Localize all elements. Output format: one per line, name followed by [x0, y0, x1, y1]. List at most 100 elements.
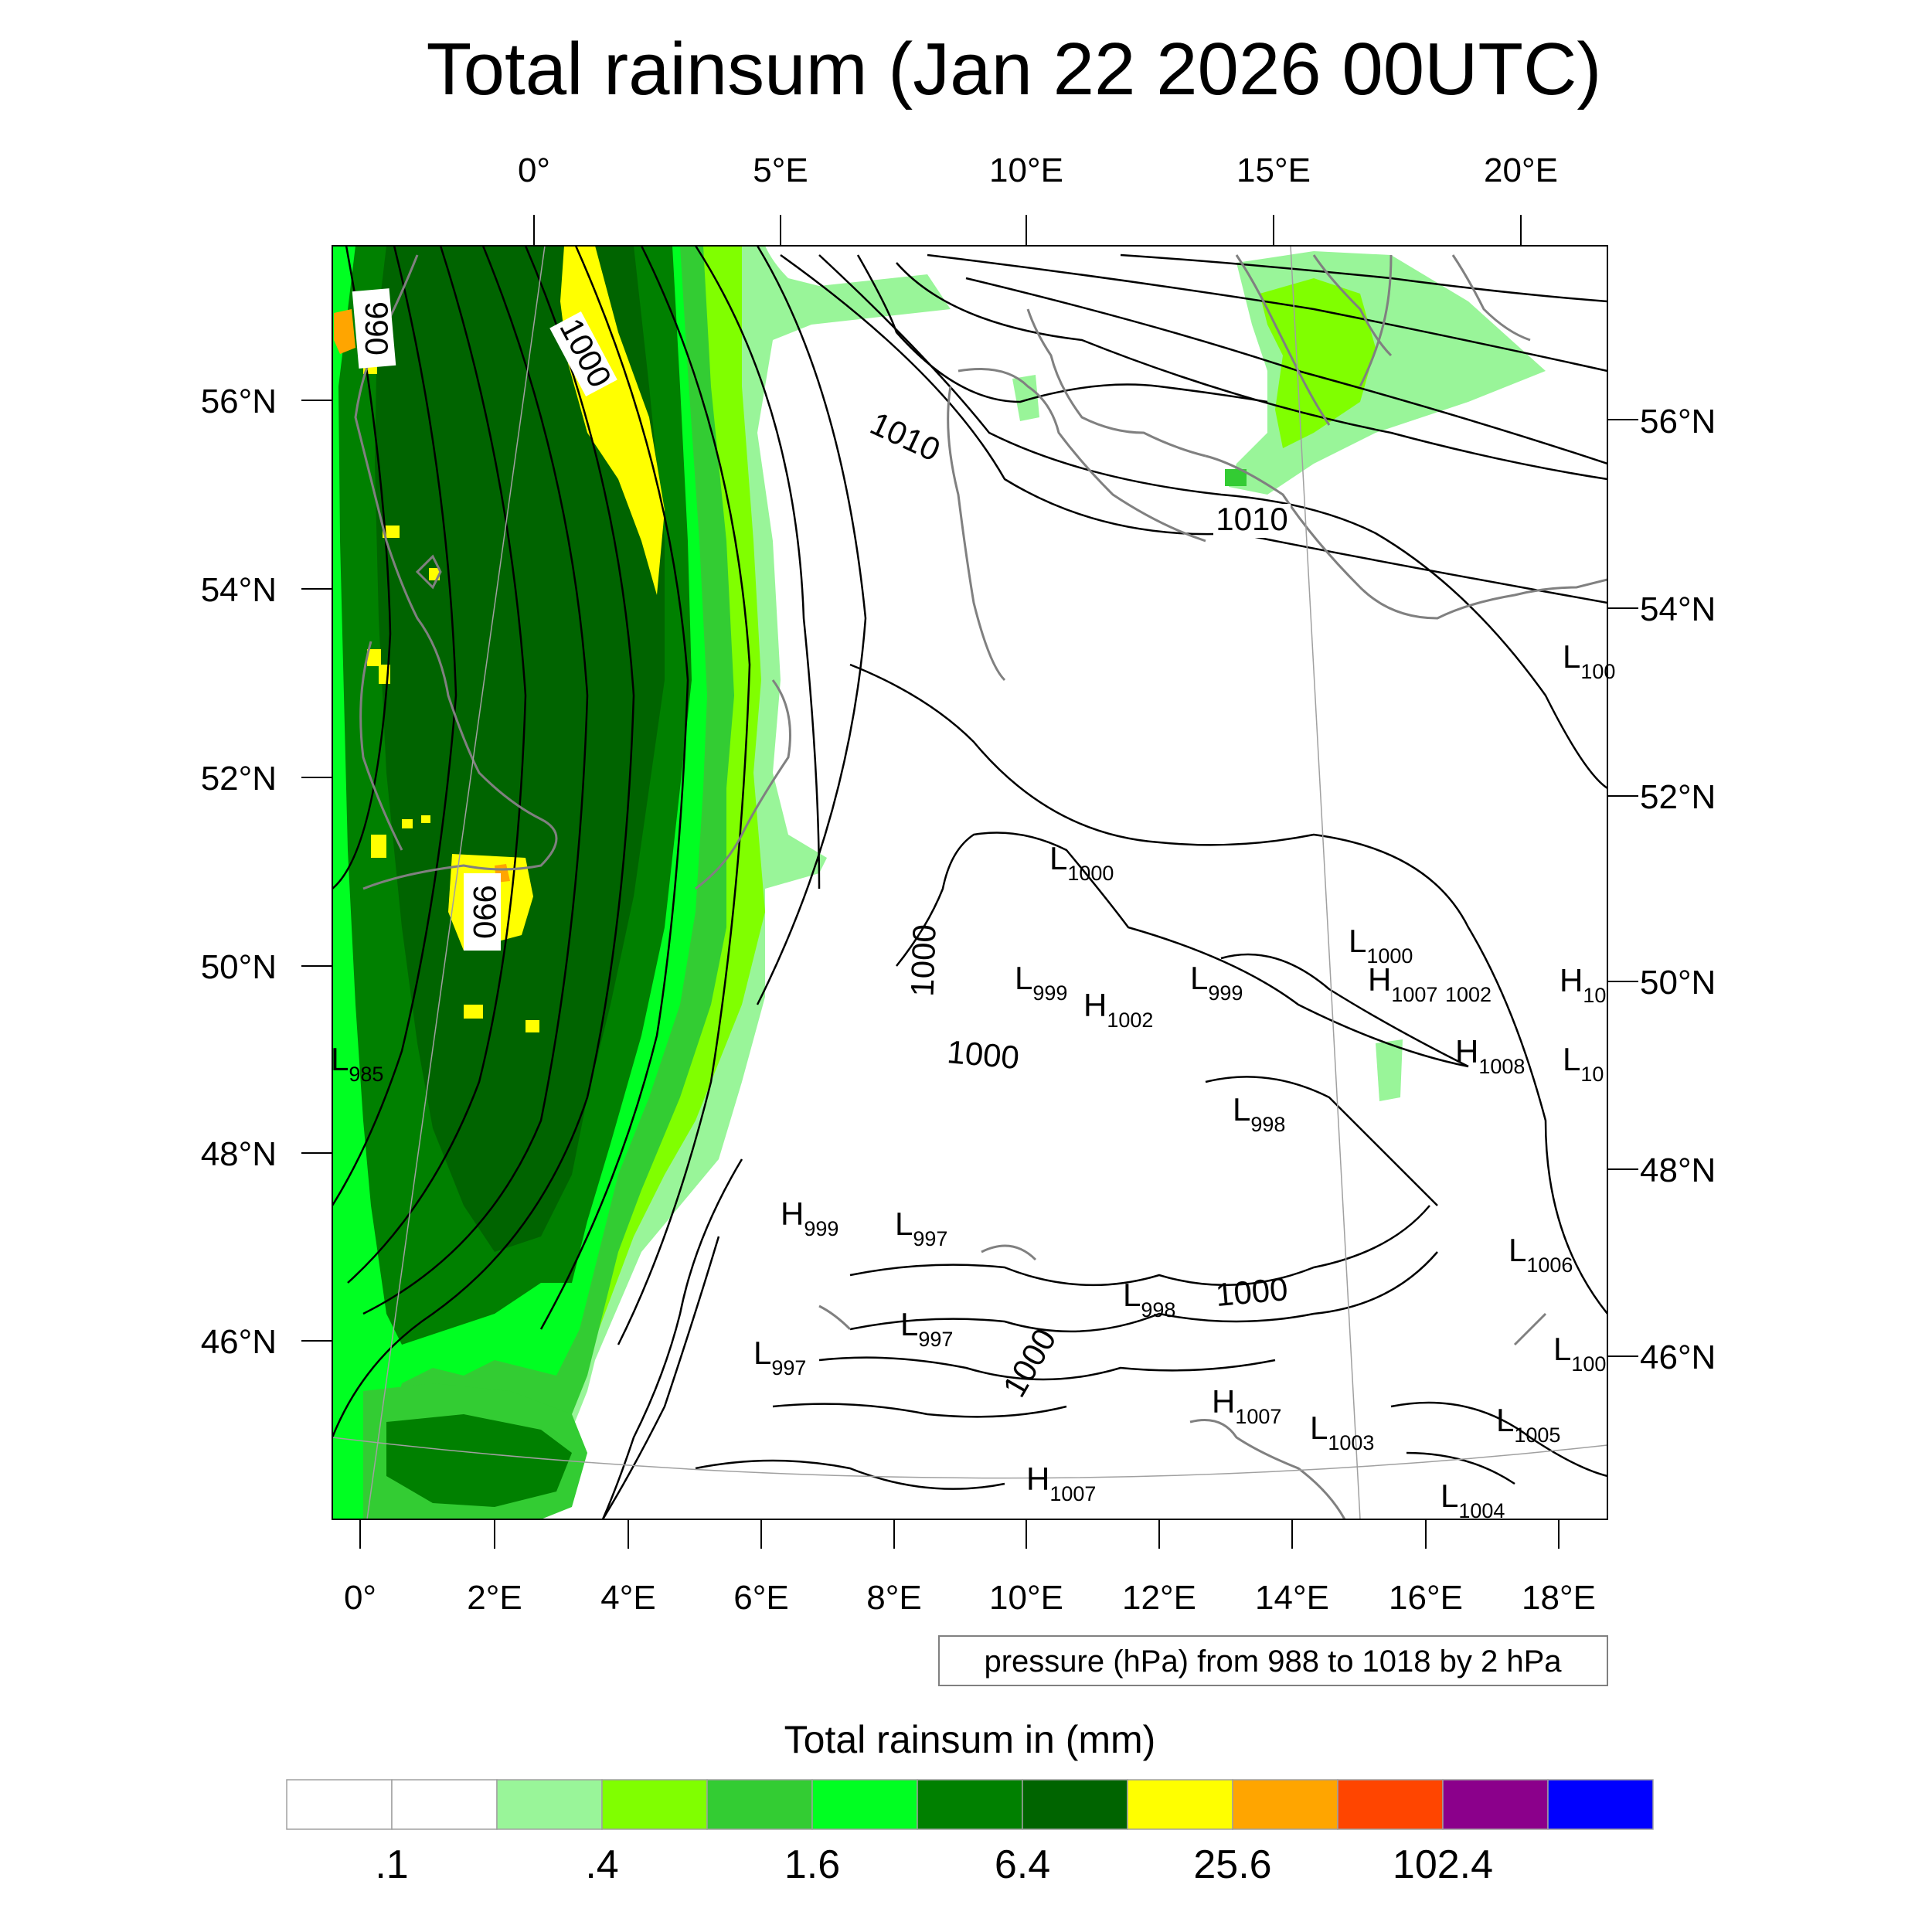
bottom-lon-label: 8°E [866, 1579, 921, 1617]
pressure-center-label: L1005 [1496, 1402, 1560, 1447]
left-lat-label: 46°N [201, 1323, 277, 1361]
contour-label: 990 [467, 885, 503, 939]
coastlines [354, 254, 1607, 1519]
left-lat-label: 50°N [201, 948, 277, 986]
colorbar-swatch [1127, 1779, 1233, 1830]
colorbar [286, 1779, 1654, 1830]
right-lat-label: 56°N [1640, 403, 1716, 440]
pressure-center-label: L1006 [1509, 1232, 1573, 1277]
contour-label: 1000 [903, 923, 942, 997]
right-lat-label: 52°N [1640, 778, 1716, 816]
colorbar-swatch [496, 1779, 603, 1830]
rain-fill-small-green [1225, 469, 1247, 486]
top-lon-label: 20°E [1484, 151, 1558, 189]
plot-frame [332, 245, 1608, 1520]
colorbar-tick-label: 102.4 [1393, 1842, 1493, 1887]
left-lat-label: 52°N [201, 760, 277, 798]
right-lat-label: 46°N [1640, 1338, 1716, 1376]
pressure-center-label: L999 [1190, 960, 1243, 1005]
colorbar-tick-label: 6.4 [995, 1842, 1050, 1887]
pressure-center-label: L997 [900, 1306, 953, 1351]
colorbar-title: Total rainsum in (mm) [784, 1718, 1156, 1761]
right-lat-label: 50°N [1640, 964, 1716, 1002]
pressure-center-label: H1008 [1455, 1033, 1525, 1078]
bottom-lon-axis [359, 1519, 1560, 1549]
left-lat-label: 56°N [201, 383, 277, 420]
isobars [332, 246, 1607, 1519]
pressure-center-label: L997 [895, 1206, 947, 1250]
contour-label: 1000 [946, 1033, 1021, 1076]
chart-title: Total rainsum (Jan 22 2026 00UTC) [427, 28, 1602, 111]
colorbar-tick-label: 25.6 [1193, 1842, 1271, 1887]
colorbar-swatch [917, 1779, 1023, 1830]
colorbar-tick-label: .4 [585, 1842, 618, 1887]
rain-fill-orange-north [334, 309, 355, 354]
graticule [332, 246, 1607, 1519]
pressure-center-label: H10 [1560, 962, 1606, 1007]
colorbar-swatch [1232, 1779, 1338, 1830]
bottom-lon-label: 2°E [467, 1579, 522, 1617]
right-lat-label: 54°N [1640, 590, 1716, 628]
colorbar-swatch [1022, 1779, 1128, 1830]
colorbar-swatch [601, 1779, 708, 1830]
plot-area [332, 246, 1607, 1519]
pressure-center-label: L998 [1233, 1091, 1285, 1136]
top-lon-label: 15°E [1236, 151, 1311, 189]
pressure-center-label: 1002 [1445, 983, 1492, 1006]
right-lat-label: 48°N [1640, 1151, 1716, 1189]
pressure-center-label: L999 [1015, 960, 1067, 1005]
pressure-center-label: L100 [1563, 638, 1615, 683]
pressure-center-label: L997 [753, 1335, 806, 1379]
pressure-center-label: H1002 [1083, 987, 1153, 1032]
top-lon-label: 0° [518, 151, 550, 189]
bottom-lon-label: 0° [344, 1579, 376, 1617]
pressure-center-label: H1007 [1212, 1383, 1281, 1428]
pressure-center-label: H1007 [1026, 1461, 1096, 1505]
left-lat-label: 48°N [201, 1135, 277, 1173]
contour-label: 1000 [1214, 1270, 1289, 1313]
left-lat-label: 54°N [201, 571, 277, 609]
pressure-center-label: H999 [781, 1196, 838, 1240]
colorbar-swatch [1547, 1779, 1654, 1830]
top-lon-label: 10°E [989, 151, 1063, 189]
pressure-center-label: L985 [331, 1041, 383, 1086]
rain-fill-baltic-core [1260, 278, 1376, 448]
pressure-center-label: L1004 [1440, 1478, 1505, 1522]
rain-fill-pl-south [1376, 1039, 1403, 1101]
bottom-lon-label: 10°E [989, 1579, 1063, 1617]
pressure-center-label: L1000 [1349, 923, 1413, 968]
pressure-center-label: H1007 [1368, 961, 1437, 1006]
pressure-center-label: L998 [1123, 1277, 1175, 1321]
pressure-center-label: L1003 [1310, 1410, 1374, 1454]
right-lat-axis [1607, 419, 1638, 1357]
bottom-lon-label: 16°E [1389, 1579, 1463, 1617]
colorbar-swatch [706, 1779, 813, 1830]
bottom-lon-label: 14°E [1255, 1579, 1329, 1617]
pressure-center-label: L10 [1563, 1041, 1604, 1086]
colorbar-tick-label: 1.6 [784, 1842, 840, 1887]
pressure-center-label: L1000 [1049, 840, 1114, 885]
top-lon-label: 5°E [753, 151, 808, 189]
rain-fill-dk [1012, 375, 1039, 421]
bottom-lon-label: 6°E [733, 1579, 788, 1617]
pressure-center-label: L100 [1553, 1331, 1606, 1376]
bottom-lon-label: 12°E [1122, 1579, 1196, 1617]
contour-note-box [938, 1635, 1608, 1686]
rain-fill-darkest [375, 246, 665, 1252]
left-lat-axis [301, 400, 332, 1342]
contour-label: 1010 [1216, 501, 1287, 537]
colorbar-swatch [286, 1779, 393, 1830]
bottom-lon-label: 4°E [600, 1579, 655, 1617]
colorbar-swatch [391, 1779, 498, 1830]
colorbar-swatch [811, 1779, 918, 1830]
bottom-lon-label: 18°E [1522, 1579, 1596, 1617]
top-lon-axis [533, 215, 1522, 246]
pressure-centers: L1000 L999 H1002 L999 L1000 H1007 1002 H… [331, 638, 1615, 1522]
colorbar-swatch [1337, 1779, 1444, 1830]
contour-note: pressure (hPa) from 988 to 1018 by 2 hPa [984, 1645, 1562, 1679]
colorbar-tick-label: .1 [375, 1842, 408, 1887]
contour-label: 990 [359, 301, 395, 355]
colorbar-swatch [1442, 1779, 1549, 1830]
rain-fill-bottom-dark [386, 1414, 572, 1507]
